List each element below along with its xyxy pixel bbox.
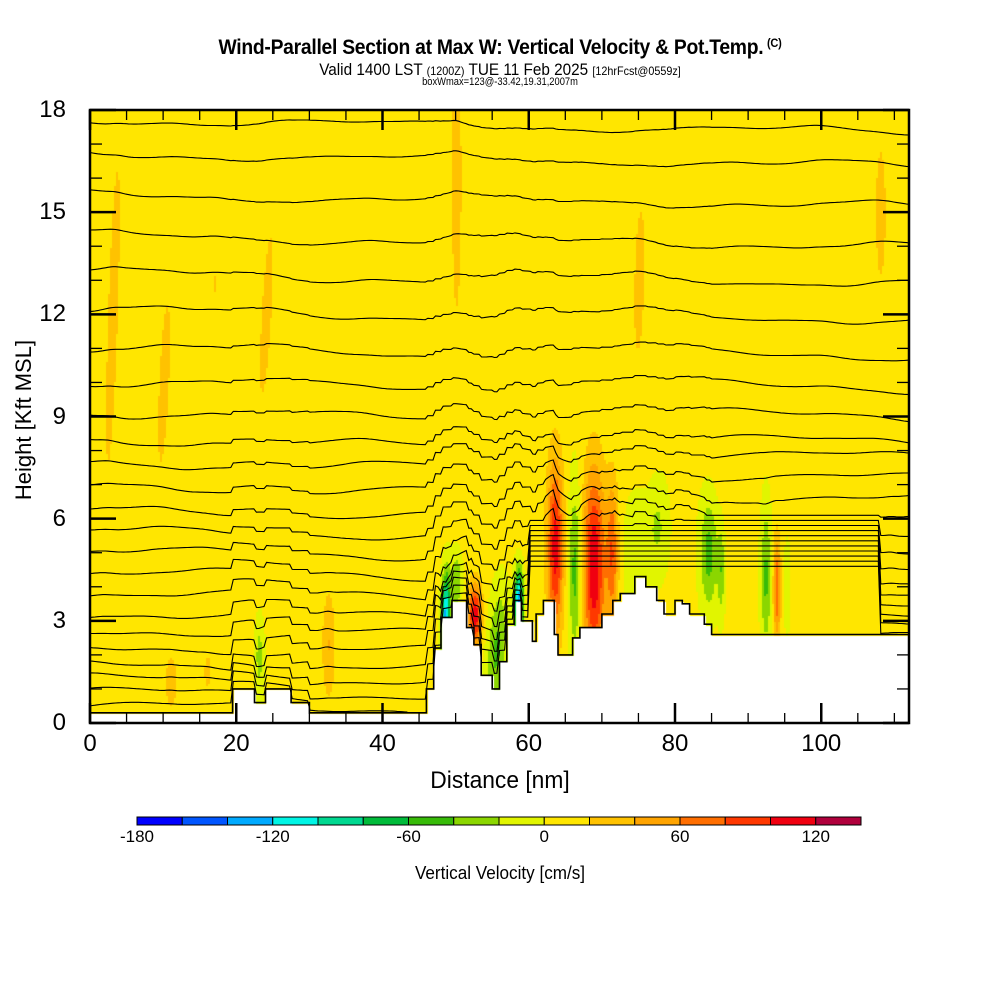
subtitle-date: TUE 11 Feb 2025 (468, 60, 589, 79)
theta-contour (89, 530, 910, 601)
theta-contour (89, 426, 910, 447)
colorbar-swatch (498, 816, 545, 826)
colorbar-swatch (136, 816, 183, 826)
colorbar-swatch (317, 816, 364, 826)
colorbar-tick-label: 60 (670, 827, 690, 846)
y-tick-label: 12 (39, 300, 66, 328)
colorbar-swatch (272, 816, 319, 826)
colorbar-tick-label: -180 (119, 827, 155, 846)
colorbar-tick-label: -60 (396, 827, 421, 846)
theta-contour (89, 266, 909, 287)
colorbar-label: Vertical Velocity [cm/s] (414, 863, 586, 883)
y-tick-label: 9 (52, 402, 66, 430)
theta-contour (89, 189, 910, 209)
theta-contour (89, 375, 909, 395)
x-tick-label: 40 (369, 730, 396, 757)
chart-subtitle-box-wmax: boxWmax=123@-33.42,19.31,2007m (422, 76, 578, 88)
colorbar-tick-label: -120 (255, 827, 290, 846)
colorbar-swatch (227, 816, 274, 826)
theta-contour (89, 560, 909, 700)
x-tick-label: 100 (801, 730, 842, 757)
x-axis-label: Distance [nm] (430, 767, 570, 794)
subtitle-utc: (1200Z) (426, 64, 465, 78)
theta-contour (89, 341, 910, 362)
x-tick-label: 60 (515, 730, 543, 757)
y-tick-label: 18 (39, 96, 66, 123)
theta-contour (89, 545, 909, 656)
copyright-mark: (C) (767, 36, 782, 50)
x-tick-label: 20 (222, 730, 250, 757)
theta-contour (89, 550, 910, 671)
plot-frame (88, 108, 911, 725)
theta-contour (89, 459, 910, 495)
colorbar-swatch (589, 816, 636, 826)
colorbar-tick-label: 0 (539, 827, 549, 846)
theta-contour (89, 119, 910, 136)
x-tick-label: 0 (83, 730, 97, 757)
theta-contour (89, 473, 910, 520)
theta-contour (89, 305, 910, 325)
terrain (90, 575, 909, 714)
theta-contour (89, 150, 910, 168)
colorbar-swatch (181, 816, 228, 826)
title-text: Wind-Parallel Section at Max W: Vertical… (218, 36, 764, 59)
colorbar-swatch (453, 816, 500, 826)
colorbar-swatch (679, 816, 726, 826)
colorbar-swatch (770, 816, 817, 826)
colorbar-swatch (724, 816, 771, 826)
colorbar-swatch (634, 816, 681, 826)
subtitle-valid: Valid 1400 LST (319, 60, 423, 79)
terrain-outline (90, 575, 909, 714)
colorbar (136, 816, 862, 826)
theta-contour (89, 443, 910, 471)
theta-contour (89, 565, 879, 713)
potential-temperature-contours (89, 119, 910, 713)
subtitle-forecast: [12hrFcst@0559z] (592, 64, 681, 78)
x-tick-label: 80 (661, 730, 689, 757)
theta-contour (90, 489, 910, 541)
theta-contour (89, 535, 910, 619)
theta-contour (90, 540, 910, 637)
y-tick-label: 6 (52, 504, 66, 532)
colorbar-swatch (815, 816, 862, 826)
theta-contour (89, 523, 910, 582)
theta-contour (89, 403, 910, 423)
theta-contour (90, 555, 910, 686)
y-tick-label: 0 (52, 709, 66, 736)
theta-contour (89, 228, 910, 249)
colorbar-swatch (408, 816, 455, 826)
colorbar-tick-label: 120 (801, 827, 830, 846)
theta-contour (89, 507, 909, 562)
vertical-velocity-field (90, 110, 910, 724)
y-tick-label: 15 (39, 198, 66, 226)
chart-title: Wind-Parallel Section at Max W: Vertical… (40, 36, 960, 60)
y-tick-label: 3 (52, 606, 66, 634)
colorbar-swatch (362, 816, 409, 826)
chart-subtitle: Valid 1400 LST (1200Z) TUE 11 Feb 2025 [… (50, 60, 950, 80)
colorbar-swatch (543, 816, 590, 826)
